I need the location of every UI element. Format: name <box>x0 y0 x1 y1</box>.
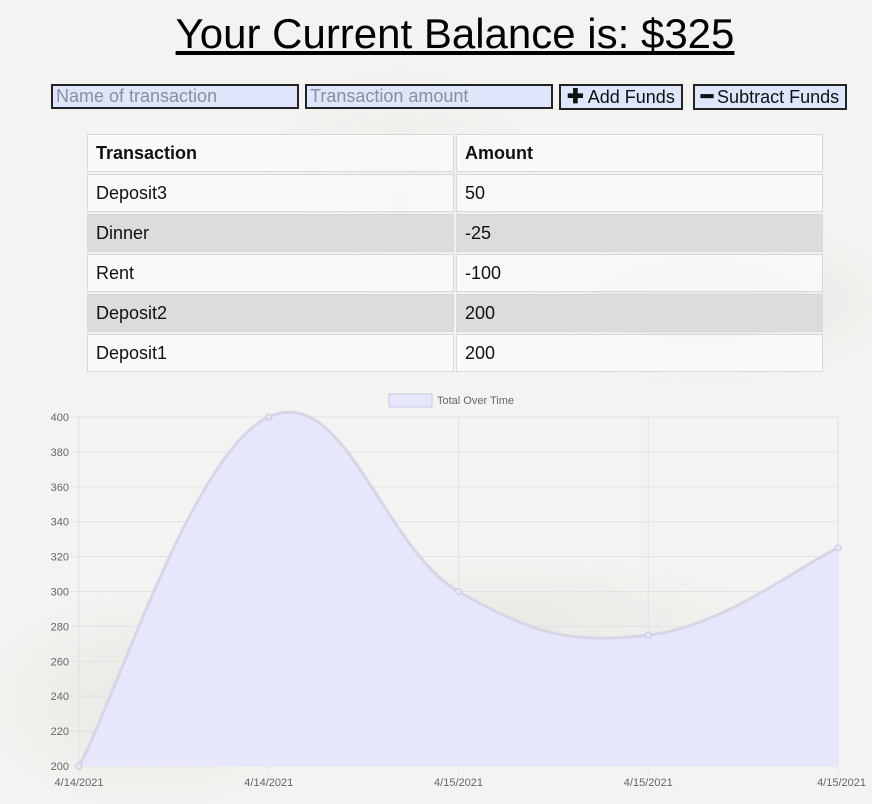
balance-area <box>79 412 838 766</box>
transaction-amount-cell: -100 <box>456 254 823 292</box>
y-tick-label: 380 <box>51 447 69 459</box>
table-row: Dinner -25 <box>87 214 823 252</box>
add-funds-button[interactable]: ✚ Add Funds <box>559 84 683 110</box>
balance-chart: 200 220 240 260 280 300 320 340 360 380 400 4/14/2… <box>51 393 866 789</box>
y-tick-label: 280 <box>51 621 69 633</box>
table-header-row: Transaction Amount <box>87 134 823 172</box>
data-point[interactable] <box>834 544 842 552</box>
transaction-name-input[interactable] <box>51 84 299 109</box>
table-row: Deposit1 200 <box>87 334 823 372</box>
x-tick-label: 4/15/2021 <box>624 777 673 789</box>
y-tick-label: 360 <box>51 482 69 494</box>
data-point[interactable] <box>265 413 273 421</box>
transaction-amount-input[interactable] <box>305 84 553 109</box>
column-header-transaction: Transaction <box>87 134 454 172</box>
y-tick-label: 300 <box>51 587 69 599</box>
data-point[interactable] <box>644 631 652 639</box>
data-point[interactable] <box>455 588 462 595</box>
table-row: Deposit3 50 <box>87 174 823 212</box>
x-axis-ticks: 4/14/2021 4/14/2021 4/15/2021 4/15/2021 4/15… <box>55 777 866 789</box>
y-tick-label: 400 <box>51 412 69 424</box>
balance-line <box>77 410 839 767</box>
transaction-name-cell: Deposit1 <box>87 334 454 372</box>
y-tick-label: 260 <box>51 656 69 668</box>
table-row: Deposit2 200 <box>87 294 823 332</box>
balance-title: Your Current Balance is: $325 <box>175 10 735 57</box>
y-tick-label: 240 <box>51 691 69 703</box>
transaction-amount-cell: 50 <box>456 174 823 212</box>
transactions-table: Transaction Amount Deposit3 50 Dinner -2… <box>85 132 825 374</box>
data-points <box>75 413 842 770</box>
minus-icon: ━ <box>701 86 714 108</box>
legend-swatch <box>388 393 433 408</box>
subtract-funds-button[interactable]: ━ Subtract Funds <box>693 84 848 110</box>
transaction-name-cell: Deposit3 <box>87 174 454 212</box>
transaction-name-cell: Deposit2 <box>87 294 454 332</box>
y-tick-label: 340 <box>51 517 69 529</box>
y-tick-label: 200 <box>51 761 69 773</box>
chart-legend[interactable]: Total Over Time <box>388 393 514 408</box>
y-tick-label: 320 <box>51 552 69 564</box>
legend-label: Total Over Time <box>437 395 514 407</box>
transaction-name-cell: Rent <box>87 254 454 292</box>
subtract-funds-label: Subtract Funds <box>717 87 840 107</box>
x-tick-label: 4/15/2021 <box>434 777 483 789</box>
transaction-name-cell: Dinner <box>87 214 454 252</box>
transaction-amount-cell: 200 <box>456 294 823 332</box>
data-point[interactable] <box>75 762 83 770</box>
transaction-amount-cell: 200 <box>456 334 823 372</box>
column-header-amount: Amount <box>456 134 823 172</box>
x-tick-label: 4/15/2021 <box>817 777 866 789</box>
plus-icon: ✚ <box>567 86 584 108</box>
x-tick-label: 4/14/2021 <box>244 777 293 789</box>
add-funds-label: Add Funds <box>587 87 675 107</box>
transaction-amount-cell: -25 <box>456 214 823 252</box>
x-tick-label: 4/14/2021 <box>55 777 104 789</box>
y-axis-ticks: 200 220 240 260 280 300 320 340 360 380 400 <box>51 412 69 773</box>
table-row: Rent -100 <box>87 254 823 292</box>
y-tick-label: 220 <box>51 726 69 738</box>
